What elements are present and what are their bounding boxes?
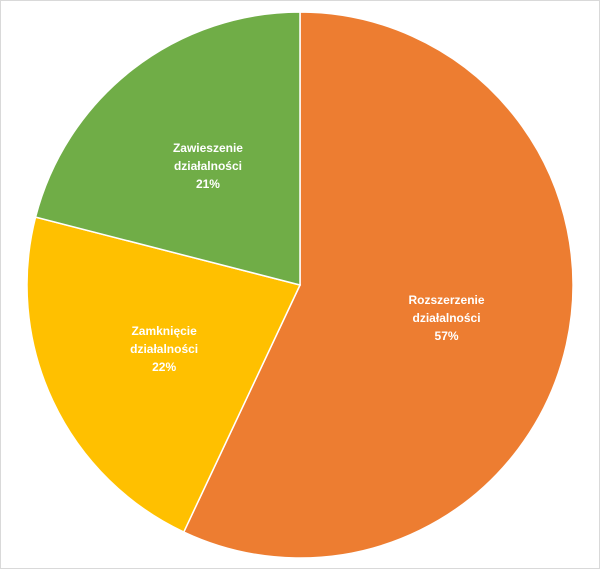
- category-label: Rozszerzenie działalności: [408, 292, 485, 325]
- slice-label: Zawieszenie działalności 21%: [153, 139, 263, 193]
- value-label: 21%: [195, 177, 220, 192]
- slice-label: Rozszerzenie działalności 57%: [392, 291, 502, 345]
- value-label: 22%: [152, 359, 177, 374]
- pie-slice: [182, 11, 574, 559]
- value-label: 57%: [434, 328, 459, 343]
- pie-slice: [26, 216, 302, 534]
- category-label: Zamknięcie działalności: [130, 323, 199, 356]
- category-label: Zawieszenie działalności: [172, 141, 243, 174]
- pie-slice: [34, 11, 301, 286]
- slice-label: Zamknięcie działalności 22%: [109, 322, 219, 376]
